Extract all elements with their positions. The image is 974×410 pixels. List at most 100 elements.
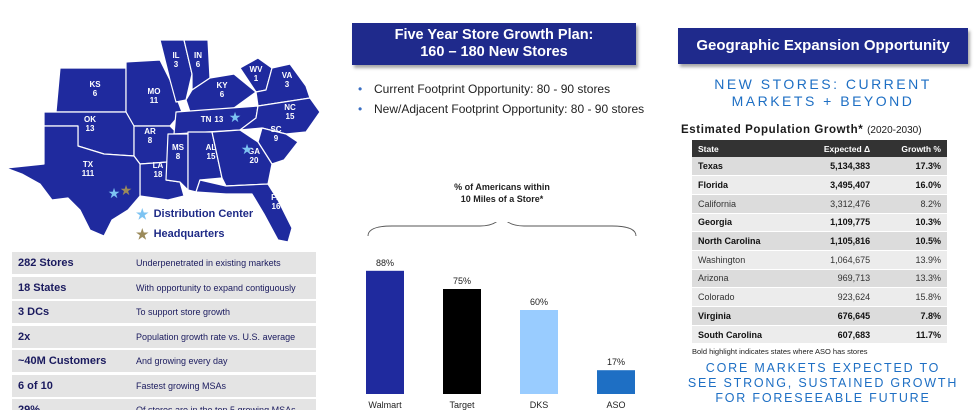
headquarters-star-icon: ★ — [120, 182, 133, 198]
map-label-nc: NC — [284, 103, 296, 112]
expansion-banner: Geographic Expansion Opportunity — [678, 28, 968, 64]
map-label-fl: FL — [271, 193, 281, 202]
svg-text:VA3: VA 3 — [282, 71, 293, 89]
stat-row: 6 of 10 Fastest growing MSAs — [12, 374, 316, 397]
growth-plan-title-line1: Five Year Store Growth Plan: — [394, 27, 594, 43]
table-row: Virginia 676,645 7.8% — [692, 306, 947, 326]
map-label-sc: SC — [270, 125, 281, 134]
cell-growth: 7.8% — [876, 306, 947, 326]
map-label-ks: KS — [89, 80, 101, 89]
distribution-center-star-icon: ★ — [108, 185, 121, 201]
map-label-al: AL — [206, 143, 217, 152]
cell-state: Texas — [692, 157, 797, 177]
svg-text:IL3: IL 3 — [172, 51, 179, 69]
map-label-va: VA — [282, 71, 293, 80]
table-header-row: State Expected Δ Growth % — [692, 140, 947, 157]
table-row: Colorado 923,624 15.8% — [692, 287, 947, 307]
svg-text:IN6: IN 6 — [194, 51, 202, 69]
stat-key: 2x — [18, 330, 31, 343]
stat-row: 29% Of stores are in the top 5 growing MS… — [12, 399, 316, 410]
stat-key: 3 DCs — [18, 306, 50, 318]
store-footprint-map: KS 6 MO 11 IL 3 IN 6 WV 1 VA 3 KY 6 OK 13 AR 8 TN… — [5, 39, 321, 243]
cell-state: California — [692, 194, 797, 214]
stat-row: 3 DCs To support store growth — [12, 301, 316, 323]
stat-value: Underpenetrated in existing markets — [136, 258, 281, 268]
cell-growth: 13.3% — [876, 269, 947, 289]
stat-value: With opportunity to expand contiguously — [136, 282, 296, 293]
cell-expected: 5,134,383 — [796, 157, 877, 177]
cell-expected: 923,624 — [796, 287, 877, 307]
cell-state: Florida — [692, 175, 797, 195]
cell-state: Virginia — [692, 306, 797, 326]
table-row: Arizona 969,713 13.3% — [692, 269, 947, 289]
cell-expected: 607,683 — [796, 325, 877, 345]
legend-headquarters: ★ Headquarters — [136, 227, 224, 241]
state-tx — [5, 125, 141, 237]
svg-text:KY6: KY 6 — [216, 81, 228, 99]
cell-expected: 969,713 — [796, 269, 877, 289]
key-stats-table: 282 Stores Underpenetrated in existing ma… — [12, 252, 316, 410]
cell-growth: 13.9% — [876, 250, 947, 270]
stat-value: To support store growth — [136, 307, 231, 317]
state-ms — [165, 133, 189, 191]
category-label: Walmart — [368, 400, 402, 410]
category-label: ASO — [606, 400, 625, 410]
stat-row: 2x Population growth rate vs. U.S. averag… — [12, 325, 316, 348]
stat-value: Fastest growing MSAs — [136, 380, 227, 391]
col-header-growth: Growth % — [876, 140, 947, 157]
distribution-center-star-icon: ★ — [241, 141, 254, 157]
headquarters-star-icon: ★ — [136, 226, 149, 242]
table-row: Texas 5,134,383 17.3% — [692, 157, 947, 177]
cell-expected: 1,064,675 — [796, 250, 877, 270]
cell-state: Washington — [692, 250, 797, 270]
store-proximity-bar-chart: 88% Walmart 75% Target 60% DKS 17% ASO — [366, 222, 637, 410]
table-row: California 3,312,476 8.2% — [692, 194, 947, 214]
cell-state: Georgia — [692, 213, 797, 233]
map-label-mo: MO — [148, 87, 161, 96]
map-label-in: IN — [194, 51, 202, 60]
stat-value: Population growth rate vs. U.S. average — [136, 331, 296, 342]
stat-key: 6 of 10 — [18, 379, 53, 392]
state-fl — [195, 179, 293, 243]
col-header-state: State — [692, 140, 797, 157]
map-label-ga: GA — [248, 147, 260, 156]
table-row: Florida 3,495,407 16.0% — [692, 175, 947, 195]
table-row: Georgia 1,109,775 10.3% — [692, 213, 947, 233]
bullet-item: • Current Footprint Opportunity: 80 - 90 … — [358, 82, 611, 96]
chart-title: % of Americans within 10 Miles of a Stor… — [454, 182, 550, 204]
cell-growth: 11.7% — [876, 325, 947, 345]
cell-state: North Carolina — [692, 231, 797, 251]
bar-value-label: 88% — [376, 258, 394, 268]
stat-row: 18 States With opportunity to expand cont… — [12, 276, 316, 299]
cell-expected: 3,495,407 — [796, 175, 877, 195]
state-ks — [55, 67, 127, 113]
cell-growth: 10.3% — [876, 213, 947, 233]
distribution-center-star-icon: ★ — [229, 109, 242, 125]
svg-text:KS6: KS 6 — [89, 80, 101, 98]
bullet-dot-icon: • — [358, 82, 363, 96]
cell-growth: 10.5% — [876, 231, 947, 251]
map-label-ok: OK — [84, 115, 96, 124]
col-header-expected: Expected Δ — [796, 140, 877, 157]
bullet-dot-icon: • — [358, 102, 363, 116]
legend-headquarters-label: Headquarters — [153, 228, 225, 240]
category-label: DKS — [530, 400, 549, 410]
new-stores-heading: NEW STORES: CURRENT MARKETS + BEYOND — [714, 76, 932, 109]
cell-expected: 1,105,816 — [796, 231, 877, 251]
map-label-ky: KY — [216, 81, 228, 90]
map-label-tx: TX — [83, 160, 94, 169]
legend-distribution-center: ★ Distribution Center — [136, 207, 253, 221]
map-label-il: IL — [172, 51, 179, 60]
stat-key: ~40M Customers — [18, 355, 107, 367]
stat-value: Of stores are in the top 5 growing MSAs — [136, 405, 296, 410]
cell-growth: 15.8% — [876, 287, 947, 307]
stat-value: And growing every day — [136, 356, 228, 366]
growth-plan-title-line2: 160 – 180 New Stores — [420, 44, 568, 60]
cell-expected: 1,109,775 — [796, 213, 877, 233]
